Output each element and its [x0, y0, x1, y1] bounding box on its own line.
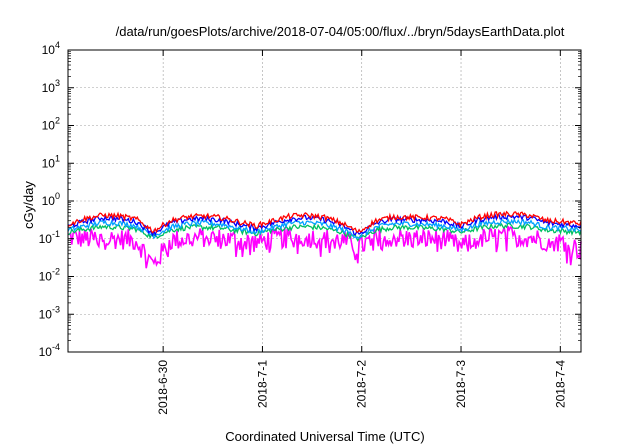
y-tick-label: 10-2	[39, 267, 60, 284]
y-tick-label: 10-1	[39, 229, 60, 246]
series-line	[67, 217, 582, 240]
y-tick-label: 10-3	[39, 304, 60, 321]
y-axis-label: cGy/day	[21, 181, 36, 229]
chart-title: /data/run/goesPlots/archive/2018-07-04/0…	[116, 24, 565, 39]
grid	[68, 50, 581, 352]
x-tick-label: 2018-7-1	[255, 360, 269, 408]
x-tick-label: 2018-7-3	[454, 360, 468, 408]
series-layer	[67, 210, 582, 269]
y-tick-label: 103	[42, 78, 60, 95]
x-axis: 2018-6-30 2018-7-1 2018-7-2 2018-7-3 2018-7-…	[156, 50, 567, 415]
x-tick-label: 2018-6-30	[156, 360, 170, 415]
y-tick-label: 100	[42, 191, 60, 208]
y-tick-label: 102	[42, 116, 60, 133]
series-line	[67, 225, 582, 269]
series-line	[67, 210, 582, 234]
y-axis: 104 103 102 101 100 10-1 10-2 10-3 10-4	[39, 40, 581, 359]
y-tick-label: 101	[42, 153, 60, 170]
y-tick-label: 104	[42, 40, 60, 57]
series-line	[68, 222, 582, 242]
x-tick-label: 2018-7-4	[553, 360, 567, 408]
x-tick-label: 2018-7-2	[355, 360, 369, 408]
y-tick-label: 10-4	[39, 342, 60, 359]
x-axis-label: Coordinated Universal Time (UTC)	[225, 429, 424, 444]
